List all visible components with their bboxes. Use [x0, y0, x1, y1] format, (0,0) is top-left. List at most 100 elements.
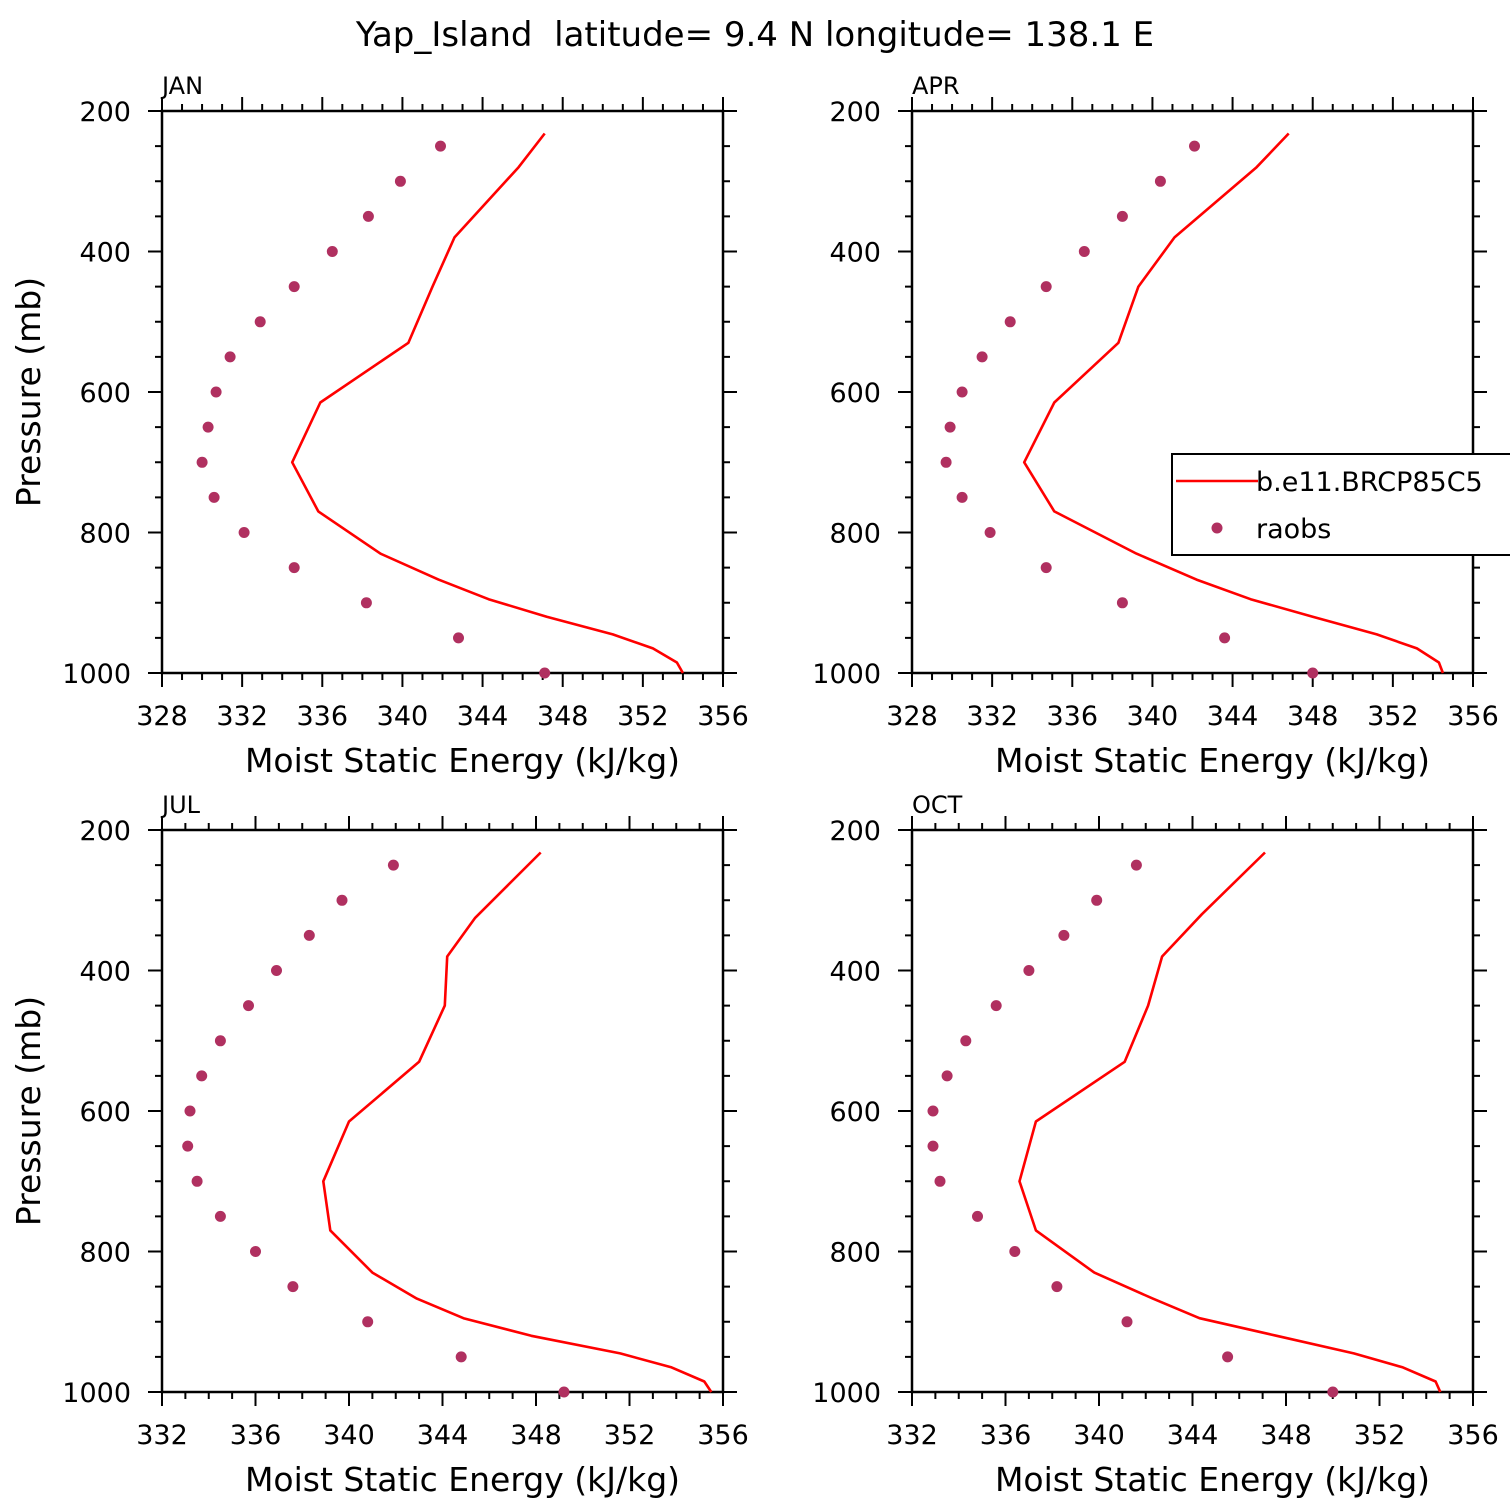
model-series-line — [1022, 132, 1445, 674]
raobs-point — [976, 351, 988, 363]
raobs-point — [1327, 1386, 1339, 1398]
x-axis-title: Moist Static Energy (kJ/kg) — [245, 741, 680, 780]
y-axis-title: Pressure (mb) — [9, 996, 48, 1226]
x-tick-label: 340 — [323, 1420, 375, 1451]
x-tick-label: 344 — [1167, 1420, 1219, 1451]
raobs-point — [1121, 1316, 1133, 1328]
x-tick-label: 336 — [297, 701, 349, 732]
raobs-point — [1040, 281, 1052, 293]
raobs-point — [387, 859, 399, 871]
y-tick-label: 400 — [79, 957, 131, 988]
y-tick-label: 1000 — [62, 1378, 131, 1409]
y-tick-label: 200 — [829, 816, 881, 847]
raobs-point — [539, 667, 551, 679]
raobs-point — [455, 1351, 467, 1363]
x-tick-label: 356 — [697, 1420, 749, 1451]
raobs-point — [1130, 859, 1142, 871]
legend-label-model: b.e11.BRCP85C5 — [1256, 467, 1483, 498]
x-tick-label: 348 — [1287, 701, 1339, 732]
x-tick-label: 332 — [886, 1420, 938, 1451]
x-axis-title: Moist Static Energy (kJ/kg) — [995, 1460, 1430, 1499]
raobs-point — [944, 421, 956, 433]
raobs-point — [1051, 1281, 1063, 1293]
raobs-point — [214, 1035, 226, 1047]
x-tick-label: 352 — [604, 1420, 656, 1451]
raobs-point — [214, 1210, 226, 1222]
plot-frame — [160, 109, 725, 675]
raobs-point — [990, 1000, 1002, 1012]
raobs-point — [271, 965, 282, 976]
panel-apr: APR 328 332 336 340 344 348 352 356 200 400 600 800 1… — [812, 72, 1510, 780]
raobs-point — [1116, 597, 1128, 609]
y-tick-label: 600 — [79, 378, 131, 409]
y-tick-label: 600 — [79, 1097, 131, 1128]
plot-frame — [910, 109, 1475, 675]
plot-frame — [160, 828, 725, 1394]
x-tick-label: 340 — [1127, 701, 1179, 732]
x-axis-title: Moist Static Energy (kJ/kg) — [245, 1460, 680, 1499]
raobs-point — [287, 1281, 299, 1293]
raobs-point — [956, 386, 968, 398]
x-tick-label: 332 — [216, 701, 268, 732]
raobs-point — [558, 1386, 570, 1398]
x-tick-label: 352 — [617, 701, 669, 732]
legend: b.e11.BRCP85C5 raobs — [1171, 453, 1510, 556]
legend-marker-swatch — [1211, 522, 1223, 534]
raobs-point — [288, 562, 300, 574]
raobs-point — [941, 1070, 953, 1082]
raobs-point — [1307, 667, 1319, 679]
x-tick-label: 352 — [1354, 1420, 1406, 1451]
raobs-point — [435, 140, 446, 152]
raobs-point — [288, 281, 300, 293]
legend-box — [1171, 453, 1510, 556]
raobs-point — [243, 1000, 254, 1012]
raobs-point — [202, 421, 214, 433]
x-tick-label: 352 — [1367, 701, 1419, 732]
y-tick-label: 800 — [79, 519, 131, 550]
y-tick-label: 800 — [79, 1238, 131, 1269]
x-tick-label: 356 — [697, 701, 749, 732]
raobs-point — [394, 175, 406, 187]
x-tick-label: 336 — [230, 1420, 282, 1451]
raobs-point — [250, 1246, 261, 1257]
raobs-point — [196, 456, 208, 468]
raobs-point — [1004, 316, 1016, 328]
raobs-point — [940, 456, 952, 468]
x-tick-label: 340 — [1073, 1420, 1125, 1451]
raobs-point — [984, 527, 996, 538]
y-tick-label: 400 — [829, 238, 881, 269]
panel-label: APR — [912, 72, 960, 100]
panel-label: JUL — [160, 791, 201, 819]
y-tick-label: 800 — [829, 519, 881, 550]
raobs-point — [336, 894, 348, 906]
raobs-point — [1023, 965, 1035, 976]
x-tick-label: 340 — [377, 701, 429, 732]
raobs-point — [238, 527, 250, 538]
raobs-point — [453, 632, 464, 644]
x-tick-label: 332 — [136, 1420, 188, 1451]
raobs-point — [326, 246, 338, 257]
raobs-point — [224, 351, 236, 363]
x-tick-label: 344 — [457, 701, 509, 732]
y-tick-label: 600 — [829, 1097, 881, 1128]
y-tick-label: 1000 — [812, 1378, 881, 1409]
raobs-point — [1078, 246, 1090, 257]
y-axis-title: Pressure (mb) — [9, 277, 48, 507]
raobs-point — [362, 1316, 374, 1328]
raobs-point — [1091, 894, 1103, 906]
raobs-point — [254, 316, 266, 328]
y-tick-label: 600 — [829, 378, 881, 409]
x-tick-label: 328 — [886, 701, 938, 732]
raobs-point — [1154, 175, 1166, 187]
raobs-point — [210, 386, 222, 398]
y-tick-label: 200 — [79, 97, 131, 128]
raobs-point — [184, 1105, 196, 1117]
raobs-point — [191, 1175, 203, 1187]
raobs-point — [934, 1175, 946, 1187]
x-tick-label: 328 — [136, 701, 188, 732]
raobs-point — [1222, 1351, 1234, 1363]
x-axis-title: Moist Static Energy (kJ/kg) — [995, 741, 1430, 780]
y-tick-label: 1000 — [62, 659, 131, 690]
raobs-point — [1040, 562, 1052, 574]
model-series-line — [1018, 851, 1442, 1393]
